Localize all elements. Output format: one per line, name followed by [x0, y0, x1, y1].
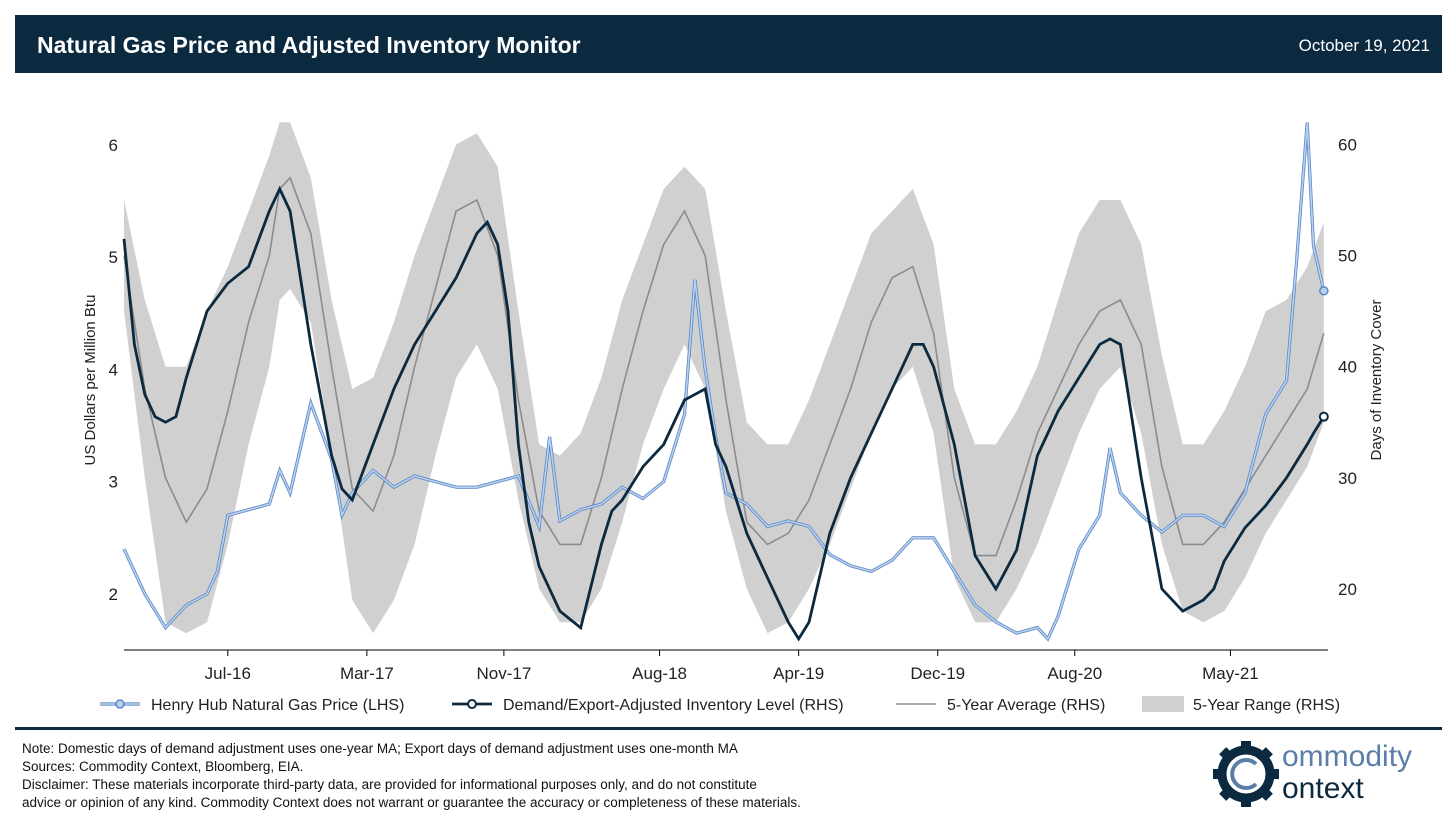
x-tick-label: Aug-20 [1047, 664, 1102, 683]
y-left-tick-label: 5 [109, 248, 118, 267]
disclaimer-line-1: Disclaimer: These materials incorporate … [22, 777, 757, 792]
legend-range-swatch [1142, 696, 1184, 712]
commodity-context-logo: ommodity ontext [1212, 734, 1432, 814]
disclaimer-line-2: advice or opinion of any kind. Commodity… [22, 795, 801, 810]
series-inventory-line [122, 185, 1325, 642]
y-left-tick-label: 2 [109, 585, 118, 604]
y-left-axis-label: US Dollars per Million Btu [82, 295, 99, 466]
x-tick-label: Mar-17 [340, 664, 394, 683]
x-tick-label: Nov-17 [476, 664, 531, 683]
legend-label-price: Henry Hub Natural Gas Price (LHS) [151, 697, 404, 714]
header-banner: Natural Gas Price and Adjusted Inventory… [15, 15, 1442, 73]
logo-text-bottom: ontext [1282, 772, 1364, 805]
y-right-tick-label: 30 [1338, 469, 1357, 488]
legend-label-range: 5-Year Range (RHS) [1193, 697, 1340, 714]
y-left-tick-label: 6 [109, 136, 118, 155]
y-right-tick-label: 50 [1338, 247, 1357, 266]
note-text: Note: Domestic days of demand adjustment… [22, 741, 738, 756]
report-date: October 19, 2021 [1298, 36, 1430, 55]
inventory-end-marker [1318, 411, 1329, 422]
x-tick-label: Aug-18 [632, 664, 687, 683]
page-title: Natural Gas Price and Adjusted Inventory… [37, 32, 581, 58]
y-right-tick-label: 20 [1338, 580, 1357, 599]
series-price-line [123, 122, 1325, 641]
y-left-tick-label: 3 [109, 473, 118, 492]
gear-icon [1213, 741, 1279, 807]
legend-inventory-marker [467, 699, 477, 709]
footer-notes: Note: Domestic days of demand adjustment… [22, 740, 801, 812]
y-left-tick-label: 4 [109, 360, 118, 379]
x-tick-label: Apr-19 [773, 664, 824, 683]
y-right-axis-label: Days of Inventory Cover [1368, 300, 1385, 461]
sources-text: Sources: Commodity Context, Bloomberg, E… [22, 759, 304, 774]
logo-text-top: ommodity [1282, 740, 1413, 773]
legend-label-average: 5-Year Average (RHS) [947, 697, 1105, 714]
x-tick-label: May-21 [1202, 664, 1259, 683]
y-right-tick-label: 40 [1338, 358, 1357, 377]
series-average-line [123, 176, 1325, 557]
price-end-marker [1319, 286, 1329, 296]
chart: Jul-16 Mar-17 Nov-17 Aug-18 Apr-19 Dec-19 Aug-… [82, 122, 1385, 714]
y-right-tick-label: 60 [1338, 135, 1357, 154]
series-range-area [124, 122, 1324, 634]
x-tick-label: Dec-19 [910, 664, 965, 683]
legend-price-marker [115, 699, 125, 709]
footer-divider [15, 727, 1442, 730]
x-tick-label: Jul-16 [205, 664, 251, 683]
legend-label-inventory: Demand/Export-Adjusted Inventory Level (… [503, 697, 844, 714]
